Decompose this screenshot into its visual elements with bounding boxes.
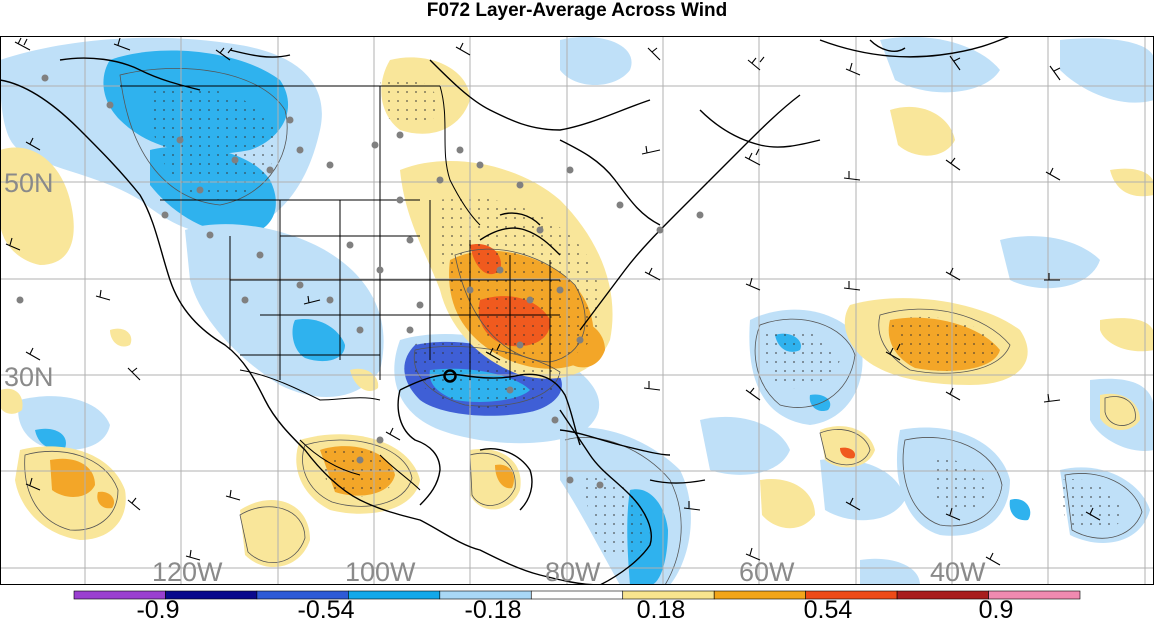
lat-label-30n: 30N — [4, 362, 54, 392]
lon-label-100w: 100W — [345, 557, 416, 587]
lon-label-60w: 60W — [739, 557, 795, 587]
storm-center-marker — [443, 369, 457, 383]
colorbar-tick-label: 0.54 — [804, 596, 853, 622]
wind-barbs — [5, 37, 1101, 566]
colorbar-boxes — [73, 590, 1081, 600]
colorbar-box — [530, 590, 624, 600]
colorbar-tick-label: -0.9 — [136, 596, 179, 622]
lon-label-120w: 120W — [152, 557, 223, 587]
coastlines — [0, 36, 1011, 585]
lon-label-40w: 40W — [930, 557, 986, 587]
colorbar-box — [713, 590, 806, 600]
colorbar-tick-label: 0.18 — [637, 596, 686, 622]
map-title: F072 Layer-Average Across Wind — [426, 0, 728, 21]
political-borders — [120, 85, 560, 491]
colorbar-box — [896, 590, 989, 600]
colorbar-box — [988, 590, 1081, 600]
lat-label-50n: 50N — [4, 168, 54, 198]
lon-label-80w: 80W — [545, 557, 601, 587]
colorbar-tick-labels: -0.9 -0.54 -0.18 0.18 0.54 0.9 — [136, 596, 1013, 622]
colorbar-tick-label: -0.54 — [298, 596, 355, 622]
graticule — [0, 36, 1154, 585]
colorbar-box — [348, 590, 441, 600]
colorbar-tick-label: 0.9 — [979, 596, 1014, 622]
colorbar-tick-label: -0.18 — [465, 596, 522, 622]
station-markers — [16, 74, 704, 489]
